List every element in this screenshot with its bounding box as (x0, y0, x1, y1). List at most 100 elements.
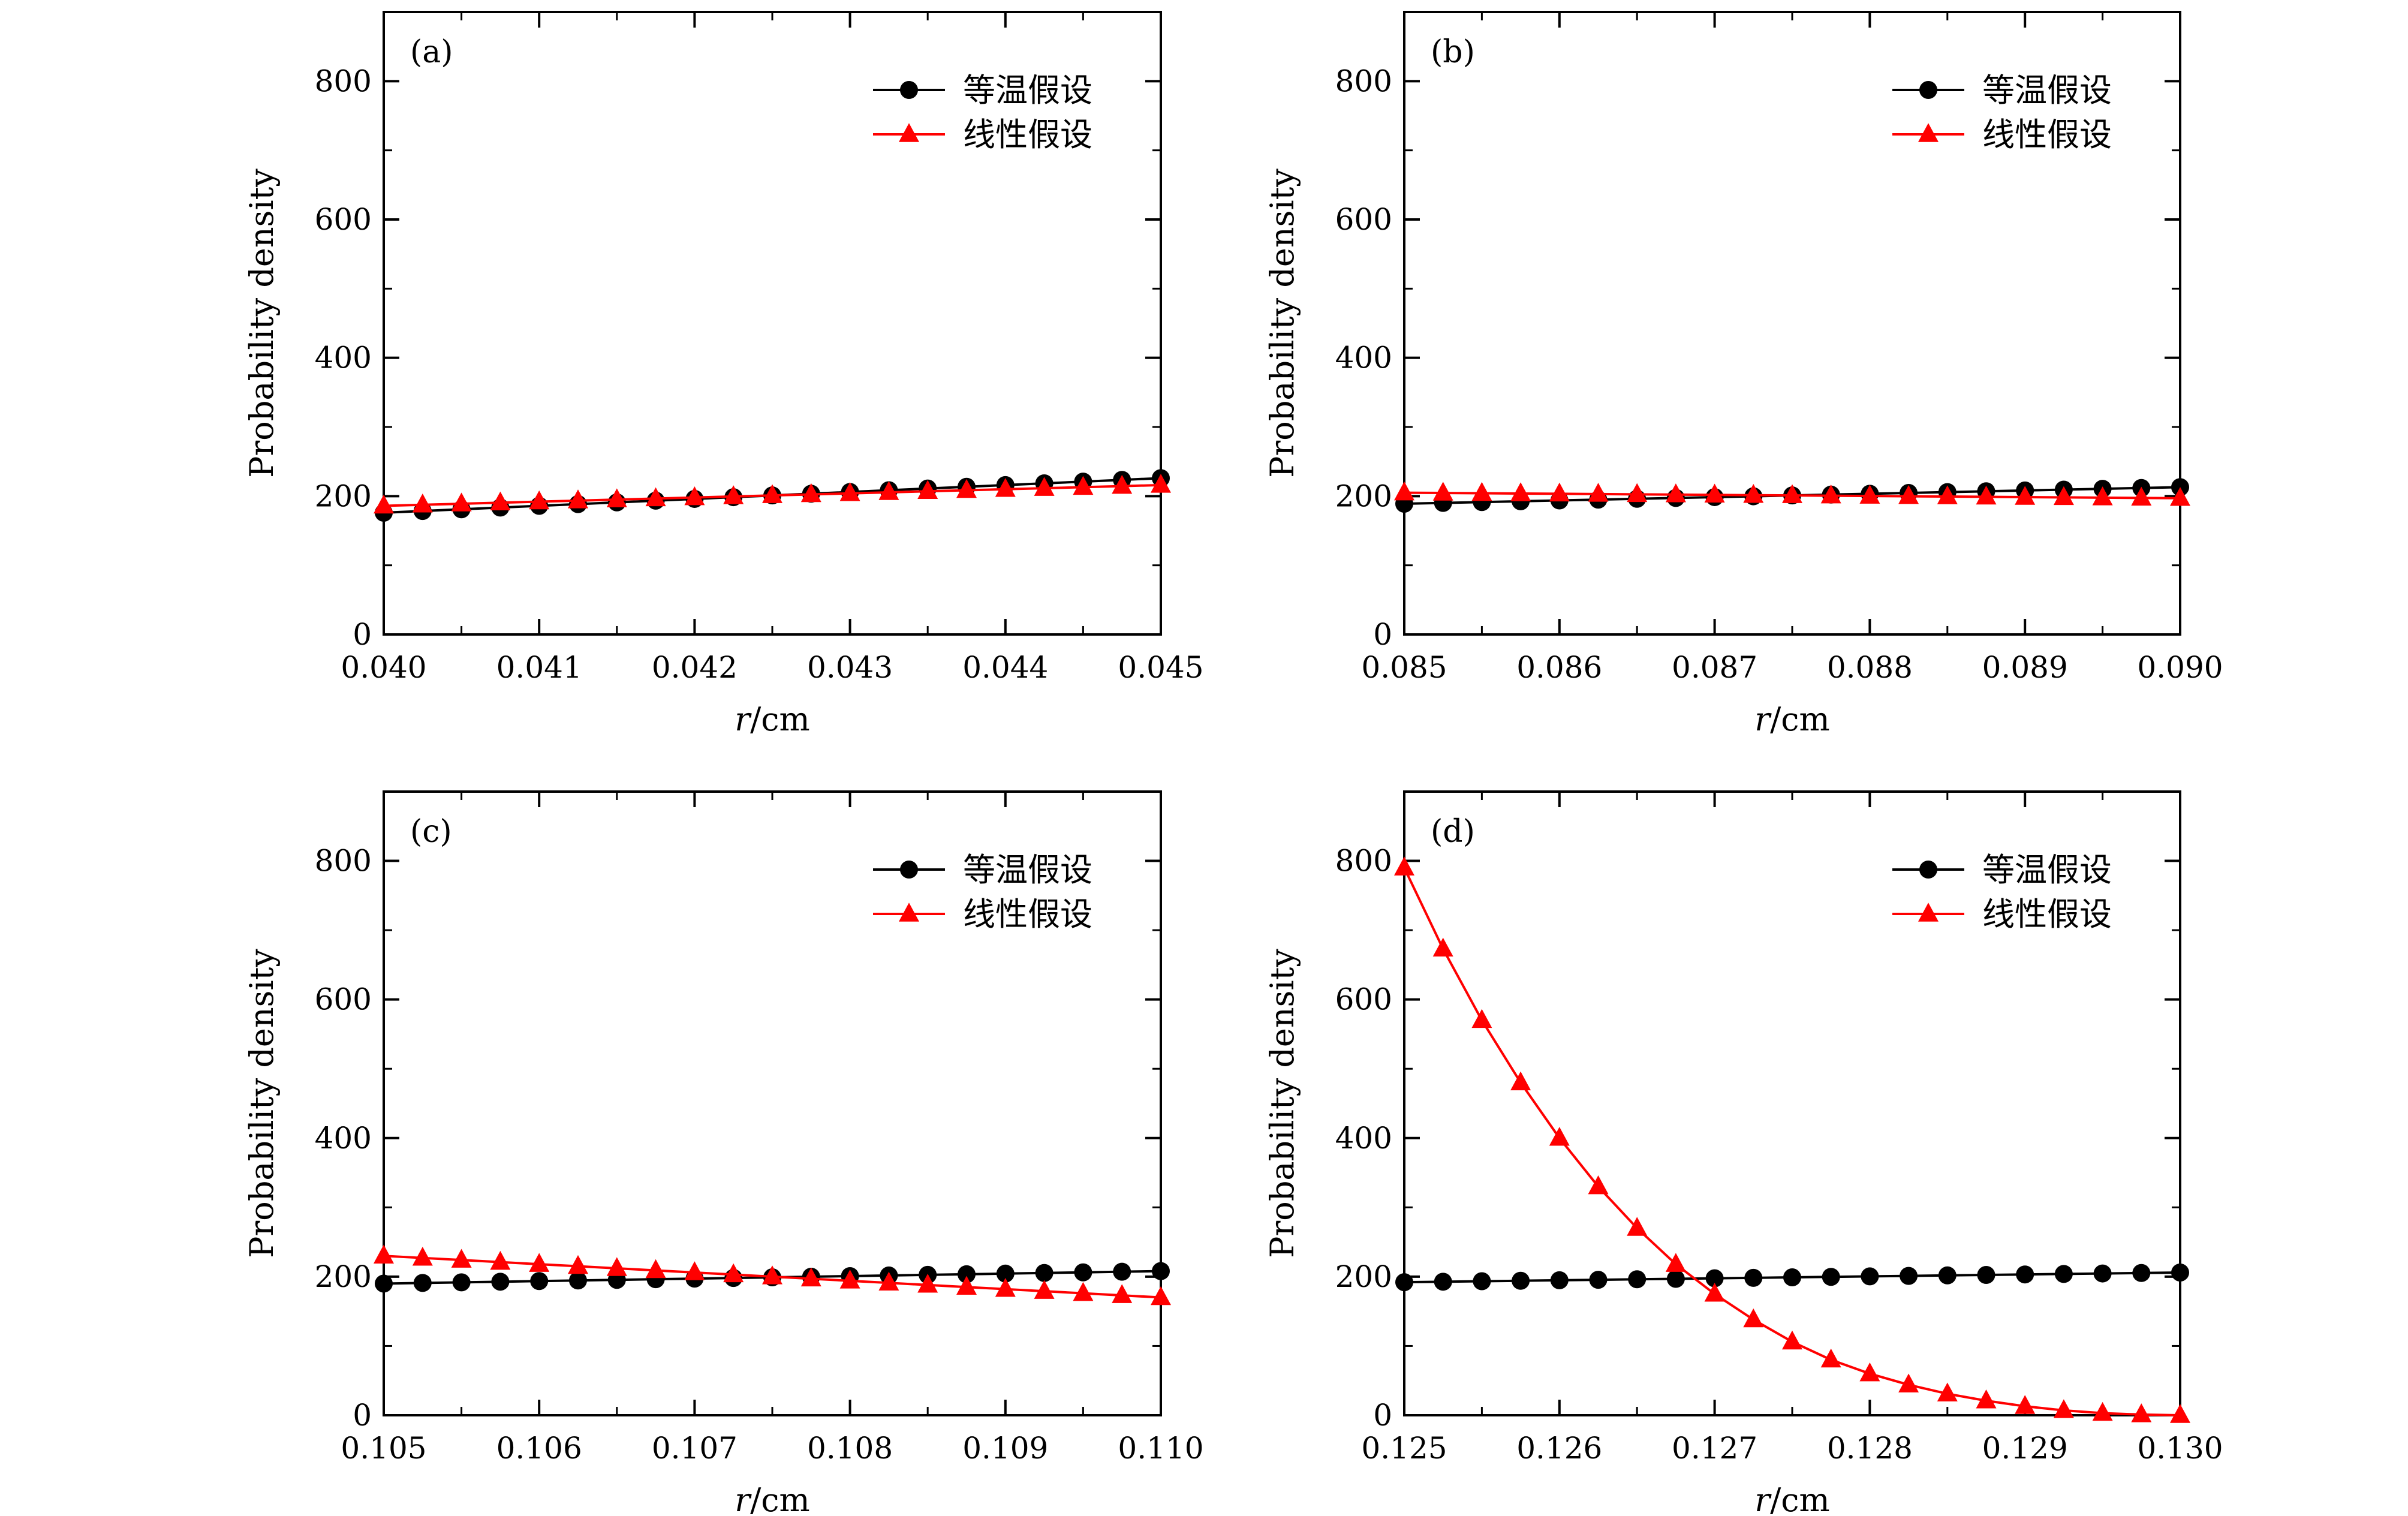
legend-marker-circle (1919, 861, 1937, 879)
data-point-triangle (684, 486, 705, 506)
data-point-triangle (374, 494, 394, 514)
data-point-circle (1861, 1267, 1879, 1286)
data-point-circle (1550, 1271, 1569, 1289)
data-point-circle (452, 1273, 471, 1292)
data-point-circle (2016, 1265, 2034, 1284)
data-point-triangle (917, 480, 938, 500)
data-point-triangle (917, 1274, 938, 1293)
data-point-triangle (1937, 485, 1958, 504)
x-tick-label: 0.127 (1672, 1431, 1757, 1466)
data-point-triangle (839, 482, 860, 501)
x-tick-label: 0.086 (1516, 650, 1602, 685)
y-tick-label: 200 (315, 479, 372, 513)
y-tick-label: 200 (1335, 1259, 1392, 1294)
chart-panel-3: 0.125 0.126 0.127 0.128 0.129 0.130 0 200 400 600… (1263, 790, 2223, 1516)
data-point-triangle (1588, 1175, 1609, 1195)
data-point-circle (1705, 1269, 1724, 1288)
data-point-triangle (839, 1270, 860, 1289)
y-tick-label: 0 (353, 1398, 372, 1433)
x-axis-variable: r (1754, 1481, 1772, 1516)
x-tick-label: 0.110 (1118, 1431, 1203, 1466)
data-point-triangle (606, 1257, 627, 1276)
data-point-triangle (2170, 1404, 2190, 1423)
x-axis-unit: /cm (1770, 1481, 1830, 1516)
data-point-triangle (1549, 482, 1570, 502)
data-point-triangle (995, 478, 1016, 497)
data-point-triangle (2015, 1395, 2036, 1414)
x-axis-title: r/cm (735, 1481, 809, 1516)
data-point-triangle (529, 1253, 550, 1272)
data-point-triangle (2131, 486, 2152, 506)
y-tick-label: 800 (315, 844, 372, 879)
data-point-circle (413, 1274, 432, 1292)
data-point-circle (1395, 1273, 1413, 1292)
data-point-triangle (1976, 1389, 1997, 1409)
x-tick-label: 0.109 (962, 1431, 1048, 1466)
x-tick-label: 0.045 (1118, 650, 1203, 685)
data-point-circle (2093, 1264, 2112, 1283)
data-point-circle (2171, 1263, 2189, 1282)
x-tick-label: 0.108 (807, 1431, 893, 1466)
data-point-triangle (1510, 482, 1531, 501)
data-point-circle (1666, 1270, 1685, 1288)
y-tick-label: 800 (315, 64, 372, 98)
data-point-triangle (1471, 482, 1492, 501)
data-point-triangle (1034, 477, 1055, 496)
data-point-triangle (1782, 1330, 1802, 1350)
data-point-circle (1113, 1262, 1131, 1281)
legend-label: 等温假设 (1982, 851, 2112, 889)
data-point-circle (2054, 1265, 2073, 1283)
data-point-circle (375, 1274, 393, 1293)
panel-label: (a) (410, 34, 453, 70)
data-point-circle (569, 1271, 587, 1290)
legend-marker-triangle (1918, 123, 1939, 142)
x-tick-label: 0.044 (962, 650, 1048, 685)
y-axis-title: Probability density (243, 169, 281, 478)
data-point-circle (1152, 1262, 1170, 1280)
data-point-triangle (1394, 481, 1414, 501)
data-point-circle (1783, 1268, 1801, 1287)
y-tick-label: 0 (353, 617, 372, 652)
y-axis-title: Probability density (1263, 169, 1301, 478)
data-point-circle (491, 1273, 510, 1291)
data-point-triangle (2170, 487, 2190, 506)
panel-label: (d) (1431, 814, 1475, 850)
data-point-triangle (1627, 483, 1648, 503)
x-axis-variable: r (1754, 700, 1772, 738)
data-point-triangle (2015, 486, 2036, 505)
data-point-triangle (1627, 1217, 1648, 1236)
data-point-triangle (1073, 1282, 1094, 1301)
data-point-triangle (1743, 484, 1764, 503)
data-point-triangle (1034, 1280, 1055, 1299)
data-point-triangle (2092, 1401, 2113, 1421)
data-point-triangle (645, 487, 666, 507)
legend-label: 等温假设 (1982, 71, 2112, 109)
data-point-triangle (684, 1261, 705, 1280)
x-axis-variable: r (735, 700, 752, 738)
data-point-triangle (412, 1246, 433, 1266)
data-point-circle (530, 1272, 549, 1291)
y-tick-label: 0 (1373, 1398, 1392, 1433)
data-point-circle (1628, 1270, 1647, 1289)
x-tick-label: 0.105 (341, 1431, 426, 1466)
data-point-circle (1473, 1272, 1491, 1291)
data-point-triangle (2092, 486, 2113, 506)
data-point-triangle (606, 488, 627, 507)
data-point-triangle (1704, 1283, 1725, 1302)
y-tick-label: 600 (315, 982, 372, 1017)
x-axis-unit: /cm (1770, 700, 1830, 738)
panel-label: (c) (410, 814, 452, 850)
data-point-triangle (451, 1249, 472, 1268)
legend-marker-circle (1919, 81, 1937, 99)
data-point-circle (1822, 1268, 1840, 1286)
data-point-triangle (1471, 1009, 1492, 1028)
data-point-triangle (490, 491, 511, 511)
data-point-triangle (1820, 1348, 1841, 1368)
x-axis-variable: r (735, 1481, 752, 1516)
data-point-triangle (2131, 1403, 2152, 1422)
legend-label: 线性假设 (963, 116, 1092, 154)
data-point-triangle (723, 485, 744, 504)
data-point-circle (958, 1265, 976, 1283)
y-tick-label: 400 (315, 341, 372, 375)
y-tick-label: 0 (1373, 617, 1392, 652)
